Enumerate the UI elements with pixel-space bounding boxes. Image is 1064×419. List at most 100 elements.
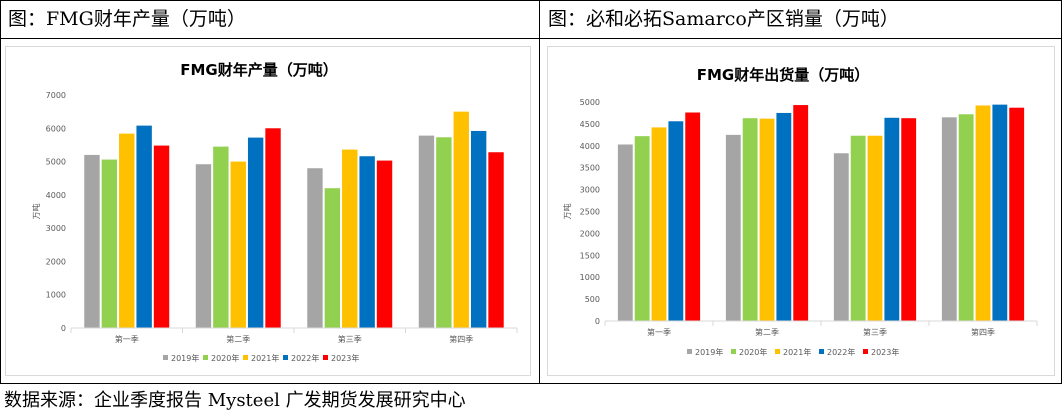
legend-label-2023年: 2023年 — [871, 347, 899, 357]
x-tick-label: 第一季 — [115, 334, 139, 344]
y-tick-label: 3500 — [580, 164, 600, 173]
bar-2022年-第二季 — [247, 137, 264, 328]
y-tick-label: 2500 — [580, 208, 600, 217]
chart-title: FMG财年产量（万吨） — [180, 61, 338, 79]
x-tick-label: 第三季 — [863, 327, 887, 337]
y-tick-label: 4000 — [46, 191, 66, 200]
legend-label-2020年: 2020年 — [211, 353, 239, 363]
bar-2020年-第一季 — [101, 159, 118, 328]
legend-label-2022年: 2022年 — [291, 353, 319, 363]
y-tick-label: 5000 — [580, 98, 600, 107]
legend-swatch-2019年 — [687, 349, 692, 354]
y-tick-label: 4000 — [580, 142, 600, 151]
bar-2020年-第二季 — [213, 146, 229, 328]
bar-2022年-第四季 — [992, 104, 1008, 322]
bar-2020年-第三季 — [850, 135, 866, 321]
bar-2019年-第一季 — [617, 144, 633, 321]
legend-label-2021年: 2021年 — [251, 353, 279, 363]
y-tick-label: 0 — [595, 317, 600, 326]
x-tick-label: 第四季 — [449, 334, 473, 344]
legend-label-2019年: 2019年 — [171, 353, 199, 363]
left-panel-title: 图：FMG财年产量（万吨） — [8, 8, 246, 30]
bar-2019年-第三季 — [833, 153, 849, 321]
data-source-note: 数据来源：企业季度报告 Mysteel 广发期货发展研究中心 — [4, 390, 466, 411]
y-tick-label: 2000 — [46, 257, 66, 266]
bar-2019年-第四季 — [941, 117, 957, 321]
y-tick-label: 1000 — [580, 273, 600, 282]
panel-divider — [539, 0, 540, 384]
bar-2021年-第四季 — [975, 105, 991, 321]
legend-swatch-2021年 — [243, 355, 248, 360]
bar-2019年-第二季 — [195, 164, 212, 328]
y-tick-label: 5000 — [46, 158, 66, 167]
bar-2021年-第三季 — [867, 135, 883, 321]
bar-2020年-第一季 — [634, 136, 650, 321]
bar-2020年-第四季 — [436, 137, 452, 328]
bar-2023年-第二季 — [265, 128, 281, 328]
bar-2019年-第三季 — [307, 168, 323, 328]
x-tick-label: 第四季 — [971, 327, 995, 337]
y-tick-label: 7000 — [46, 91, 66, 100]
bar-2022年-第四季 — [470, 130, 487, 328]
y-axis-label: 万吨 — [562, 204, 572, 220]
bar-2022年-第三季 — [884, 117, 900, 321]
legend-swatch-2020年 — [731, 349, 736, 354]
x-tick-label: 第二季 — [755, 327, 779, 337]
y-tick-label: 1500 — [580, 251, 600, 260]
y-tick-label: 2000 — [580, 229, 600, 238]
bar-2021年-第一季 — [651, 127, 667, 322]
right-panel-title: 图：必和必拓Samarco产区销量（万吨） — [548, 8, 899, 30]
bar-2023年-第二季 — [793, 105, 809, 321]
y-tick-label: 500 — [585, 295, 600, 304]
legend-swatch-2022年 — [819, 349, 824, 354]
bar-2020年-第四季 — [958, 114, 974, 321]
x-tick-label: 第二季 — [226, 334, 250, 344]
figure-frame — [0, 0, 1062, 384]
bar-2020年-第二季 — [742, 118, 758, 322]
y-tick-label: 4500 — [580, 120, 600, 129]
bar-2021年-第四季 — [453, 111, 469, 329]
legend-label-2020年: 2020年 — [739, 347, 767, 357]
bar-2019年-第四季 — [418, 135, 435, 328]
chart-title: FMG财年出货量（万吨） — [697, 66, 870, 84]
x-tick-label: 第一季 — [647, 327, 671, 337]
bar-2022年-第一季 — [136, 125, 152, 328]
bar-2022年-第三季 — [359, 156, 375, 328]
y-tick-label: 1000 — [46, 291, 66, 300]
fmg-production-chart-svg: FMG财年产量（万吨） 0 1000 2000 3000 4000 5000 6000 7000… — [5, 46, 531, 376]
legend-swatch-2021年 — [775, 349, 780, 354]
bar-2022年-第一季 — [668, 121, 684, 321]
bar-2021年-第二季 — [230, 161, 246, 328]
bar-2021年-第二季 — [759, 118, 775, 321]
bar-2020年-第三季 — [324, 188, 341, 328]
legend-swatch-2020年 — [203, 355, 208, 360]
y-tick-label: 6000 — [46, 124, 66, 133]
bar-2023年-第一季 — [153, 145, 170, 328]
legend-label-2021年: 2021年 — [783, 347, 811, 357]
bar-2023年-第四季 — [488, 152, 504, 328]
bar-2019年-第一季 — [84, 154, 100, 328]
legend-label-2019年: 2019年 — [695, 347, 723, 357]
y-axis-label: 万吨 — [31, 204, 41, 220]
legend-label-2022年: 2022年 — [827, 347, 855, 357]
x-tick-label: 第三季 — [338, 334, 362, 344]
y-tick-label: 3000 — [580, 186, 600, 195]
bar-2021年-第三季 — [342, 149, 358, 328]
fmg-production-chart: FMG财年产量（万吨） 0 1000 2000 3000 4000 5000 6000 7000… — [5, 46, 531, 376]
legend-swatch-2022年 — [283, 355, 288, 360]
legend-swatch-2023年 — [863, 349, 868, 354]
title-divider — [0, 38, 1062, 39]
bar-2019年-第二季 — [725, 134, 741, 321]
legend-label-2023年: 2023年 — [331, 353, 359, 363]
bar-2022年-第二季 — [776, 112, 792, 321]
fmg-shipment-chart: FMG财年出货量（万吨） 0 500 1000 1500 2000 2500 3000 3500… — [547, 46, 1055, 376]
bar-2023年-第三季 — [901, 118, 917, 322]
legend-swatch-2023年 — [323, 355, 328, 360]
bar-2021年-第一季 — [119, 133, 135, 328]
bar-2023年-第四季 — [1009, 107, 1025, 321]
legend-swatch-2019年 — [163, 355, 168, 360]
bar-2023年-第一季 — [685, 112, 701, 322]
y-tick-label: 3000 — [46, 224, 66, 233]
y-tick-label: 0 — [61, 324, 66, 333]
fmg-shipment-chart-svg: FMG财年出货量（万吨） 0 500 1000 1500 2000 2500 3000 3500… — [547, 46, 1055, 376]
